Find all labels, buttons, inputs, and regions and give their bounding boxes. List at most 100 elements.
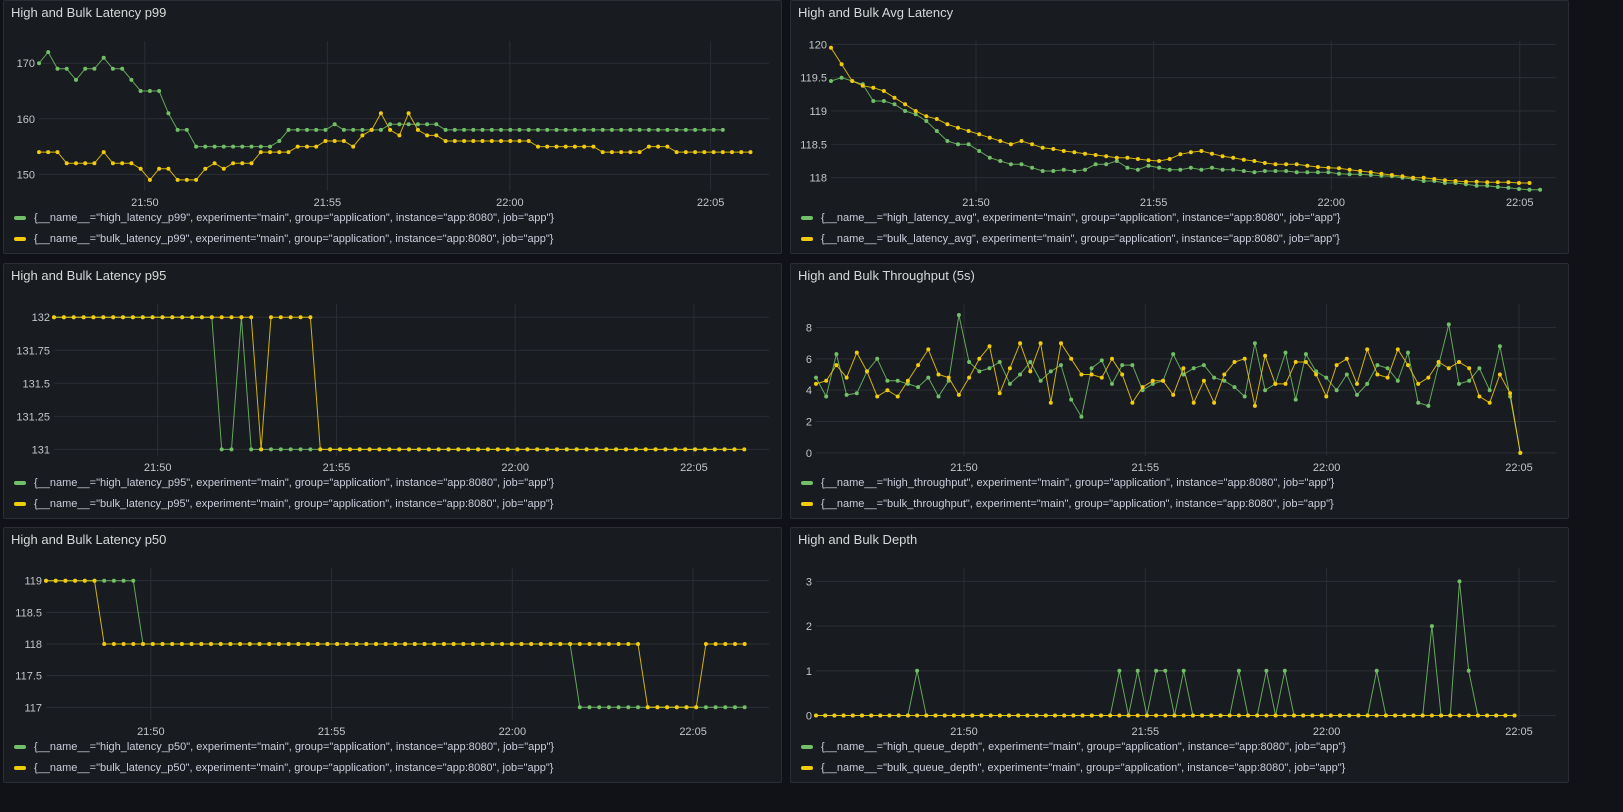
- series-line-yellow: [39, 112, 751, 181]
- data-point-yellow: [1172, 713, 1177, 718]
- data-point-green: [1199, 167, 1204, 172]
- data-point-yellow: [1406, 363, 1410, 368]
- data-point-yellow: [332, 139, 337, 143]
- data-point-green: [332, 122, 337, 127]
- data-point-green: [1157, 165, 1162, 170]
- x-tick-label: 22:05: [1505, 462, 1533, 474]
- data-point-yellow: [519, 642, 524, 646]
- data-point-green: [702, 127, 707, 132]
- data-point-yellow: [1442, 178, 1447, 183]
- legend-item-bulk-latency-p99[interactable]: {__name__="bulk_latency_p99", experiment…: [14, 228, 554, 249]
- data-point-yellow: [832, 713, 837, 718]
- data-point-green: [37, 61, 41, 66]
- data-point-green: [637, 127, 642, 132]
- data-point-yellow: [1246, 713, 1250, 718]
- y-tick-label: 120: [809, 39, 827, 51]
- data-point-green: [1485, 183, 1490, 188]
- data-point-yellow: [956, 392, 961, 397]
- data-point-yellow: [277, 150, 282, 155]
- y-tick-label: 131.5: [22, 378, 50, 390]
- data-point-yellow: [199, 642, 204, 646]
- data-point-green: [915, 668, 920, 673]
- data-point-green: [1130, 363, 1135, 368]
- data-point-yellow: [1200, 713, 1205, 718]
- data-point-yellow: [967, 375, 972, 380]
- data-point-green: [1324, 375, 1329, 380]
- data-point-yellow: [1008, 142, 1013, 147]
- data-point-green: [221, 144, 226, 149]
- data-point-green: [1007, 381, 1012, 386]
- data-point-green: [1294, 170, 1299, 175]
- legend-item-bulk-latency-avg[interactable]: {__name__="bulk_latency_avg", experiment…: [801, 228, 1340, 249]
- y-tick-label: 3: [806, 576, 812, 588]
- data-point-yellow: [636, 642, 640, 646]
- data-point-green: [924, 119, 929, 123]
- x-tick-label: 22:00: [1313, 462, 1341, 474]
- x-tick-label: 22:00: [1313, 726, 1341, 738]
- y-tick-label: 170: [17, 58, 35, 70]
- legend-label: {__name__="high_latency_p95", experiment…: [34, 476, 555, 489]
- data-point-yellow: [286, 642, 291, 646]
- data-point-yellow: [425, 133, 430, 138]
- y-tick-label: 131.25: [16, 411, 50, 423]
- legend-item-high-latency-p95[interactable]: {__name__="high_latency_p95", experiment…: [14, 472, 554, 493]
- legend-item-bulk-latency-p95[interactable]: {__name__="bulk_latency_p95", experiment…: [14, 493, 554, 514]
- data-point-green: [499, 127, 503, 132]
- data-point-yellow: [160, 642, 165, 646]
- data-point-green: [665, 127, 670, 132]
- data-point-green: [229, 447, 234, 452]
- data-point-yellow: [1426, 375, 1431, 380]
- data-point-yellow: [505, 447, 510, 452]
- data-point-yellow: [606, 642, 611, 646]
- data-point-green: [1222, 378, 1227, 383]
- data-point-yellow: [369, 127, 374, 132]
- legend-item-high-queue-depth[interactable]: {__name__="high_queue_depth", experiment…: [801, 736, 1346, 757]
- data-point-yellow: [1059, 341, 1063, 346]
- data-point-yellow: [1181, 713, 1186, 718]
- data-point-green: [1365, 381, 1370, 386]
- data-point-yellow: [674, 705, 679, 710]
- data-point-yellow: [179, 642, 184, 646]
- x-tick-label: 21:55: [318, 726, 346, 738]
- data-point-green: [1314, 369, 1319, 374]
- data-point-yellow: [645, 705, 650, 710]
- data-point-green: [1220, 167, 1225, 172]
- legend: {__name__="high_queue_depth", experiment…: [801, 736, 1346, 778]
- data-point-green: [102, 578, 107, 583]
- data-point-green: [1264, 668, 1269, 673]
- panel-title: High and Bulk Latency p99: [11, 5, 167, 20]
- data-point-green: [360, 127, 365, 132]
- y-tick-label: 0: [806, 711, 812, 723]
- data-point-yellow: [1120, 372, 1125, 377]
- data-point-green: [1178, 167, 1183, 172]
- y-tick-label: 119: [24, 576, 42, 588]
- legend-item-high-throughput[interactable]: {__name__="high_throughput", experiment=…: [801, 472, 1334, 493]
- data-point-yellow: [121, 642, 126, 646]
- data-point-yellow: [150, 315, 155, 320]
- data-point-yellow: [1303, 360, 1308, 364]
- data-point-yellow: [1167, 157, 1172, 161]
- data-point-green: [997, 360, 1002, 364]
- data-point-yellow: [452, 139, 457, 143]
- data-point-green: [101, 55, 106, 60]
- data-point-yellow: [587, 642, 592, 646]
- data-point-yellow: [426, 447, 431, 452]
- data-point-yellow: [653, 447, 658, 452]
- x-tick-label: 21:55: [1140, 197, 1168, 209]
- legend-item-high-latency-p50[interactable]: {__name__="high_latency_p50", experiment…: [14, 736, 554, 757]
- data-point-green: [1104, 162, 1109, 167]
- data-point-yellow: [1503, 713, 1508, 718]
- data-point-yellow: [881, 89, 886, 93]
- legend-item-bulk-queue-depth[interactable]: {__name__="bulk_queue_depth", experiment…: [801, 757, 1346, 778]
- panel-avg-latency: High and Bulk Avg Latency 118 118.5 119 119…: [790, 0, 1569, 254]
- series-line-yellow: [830, 47, 1530, 184]
- legend-item-high-latency-avg[interactable]: {__name__="high_latency_avg", experiment…: [801, 207, 1340, 228]
- data-point-yellow: [325, 642, 330, 646]
- data-point-green: [1231, 167, 1236, 172]
- data-point-yellow: [508, 139, 513, 143]
- legend-item-bulk-latency-p50[interactable]: {__name__="bulk_latency_p50", experiment…: [14, 757, 554, 778]
- legend-item-bulk-throughput[interactable]: {__name__="bulk_throughput", experiment=…: [801, 493, 1334, 514]
- legend-item-high-latency-p99[interactable]: {__name__="high_latency_p99", experiment…: [14, 207, 554, 228]
- data-point-yellow: [558, 642, 563, 646]
- legend-label: {__name__="high_latency_avg", experiment…: [821, 211, 1341, 224]
